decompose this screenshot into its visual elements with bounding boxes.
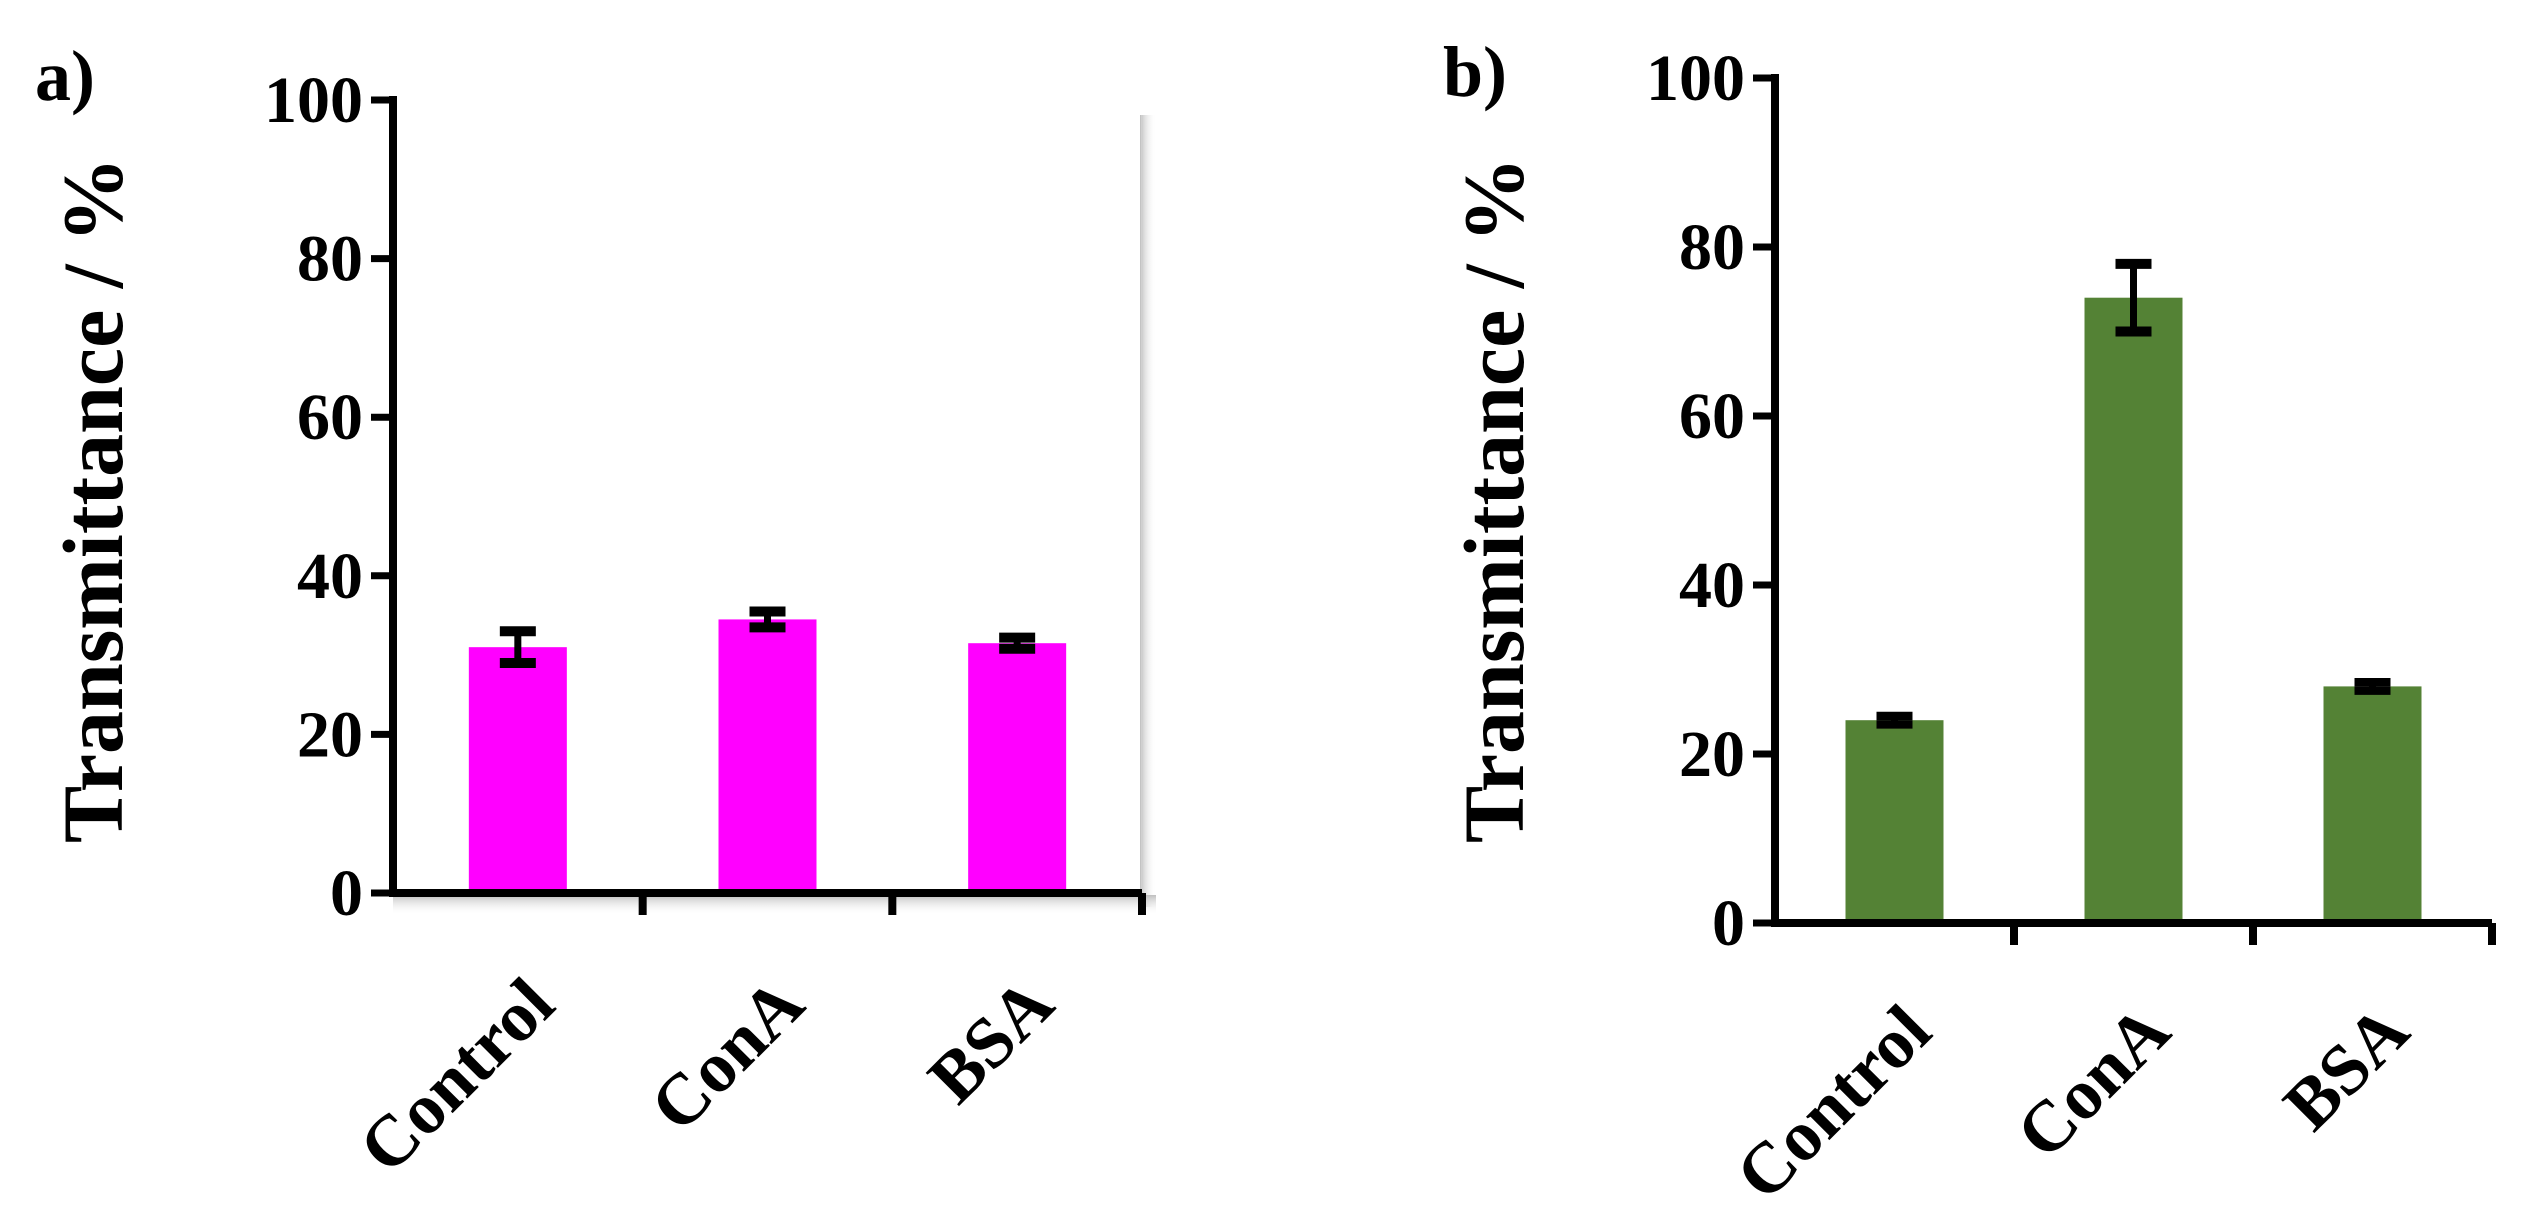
- y-tick-label: 100: [264, 64, 363, 137]
- x-category-label: ConA: [635, 963, 819, 1147]
- panel-label: b): [1443, 32, 1507, 112]
- bar-cona: [718, 619, 817, 893]
- bar-control: [1845, 720, 1944, 923]
- y-tick-label: 0: [330, 857, 363, 930]
- x-category-label: Control: [1720, 990, 1945, 1215]
- error-bar-control: [499, 626, 536, 669]
- plot-frame-shadow-bottom: [393, 895, 1156, 915]
- y-tick-label: 0: [1712, 887, 1745, 960]
- error-bar-control: [1876, 711, 1913, 729]
- error-bar-bsa: [2354, 677, 2391, 695]
- y-axis-title: Transmittance / %: [45, 157, 141, 843]
- x-category-label: BSA: [913, 963, 1069, 1119]
- x-category-label: Control: [344, 963, 569, 1188]
- y-tick-label: 80: [297, 223, 363, 296]
- x-category-label: ConA: [2001, 990, 2185, 1174]
- chart-panel-b: b) Transmittance / % 0 20 40 60 80 100 Control Co…: [1443, 32, 2496, 1215]
- y-tick-label: 60: [297, 381, 363, 454]
- chart-panel-a: a) Transmittance / % 0 20 40 60 80 100 Control Co…: [35, 36, 1156, 1188]
- panel-label: a): [35, 36, 95, 116]
- x-category-label: BSA: [2268, 990, 2424, 1146]
- bar-control: [468, 647, 567, 893]
- y-tick-label: 20: [1679, 718, 1745, 791]
- bar-bsa: [2323, 686, 2422, 923]
- plot-frame-shadow-right: [1140, 115, 1156, 907]
- error-bar-bsa: [999, 632, 1036, 654]
- y-tick-label: 40: [297, 540, 363, 613]
- bar-cona: [2084, 297, 2183, 923]
- y-tick-label: 80: [1679, 211, 1745, 284]
- y-tick-label: 20: [297, 698, 363, 771]
- y-tick-label: 60: [1679, 380, 1745, 453]
- y-axis-title: Transmittance / %: [1446, 157, 1542, 843]
- y-tick-label: 100: [1646, 42, 1745, 115]
- error-bar-cona: [2115, 258, 2152, 337]
- bar-bsa: [968, 643, 1067, 893]
- y-tick-label: 40: [1679, 549, 1745, 622]
- error-bar-cona: [749, 606, 786, 633]
